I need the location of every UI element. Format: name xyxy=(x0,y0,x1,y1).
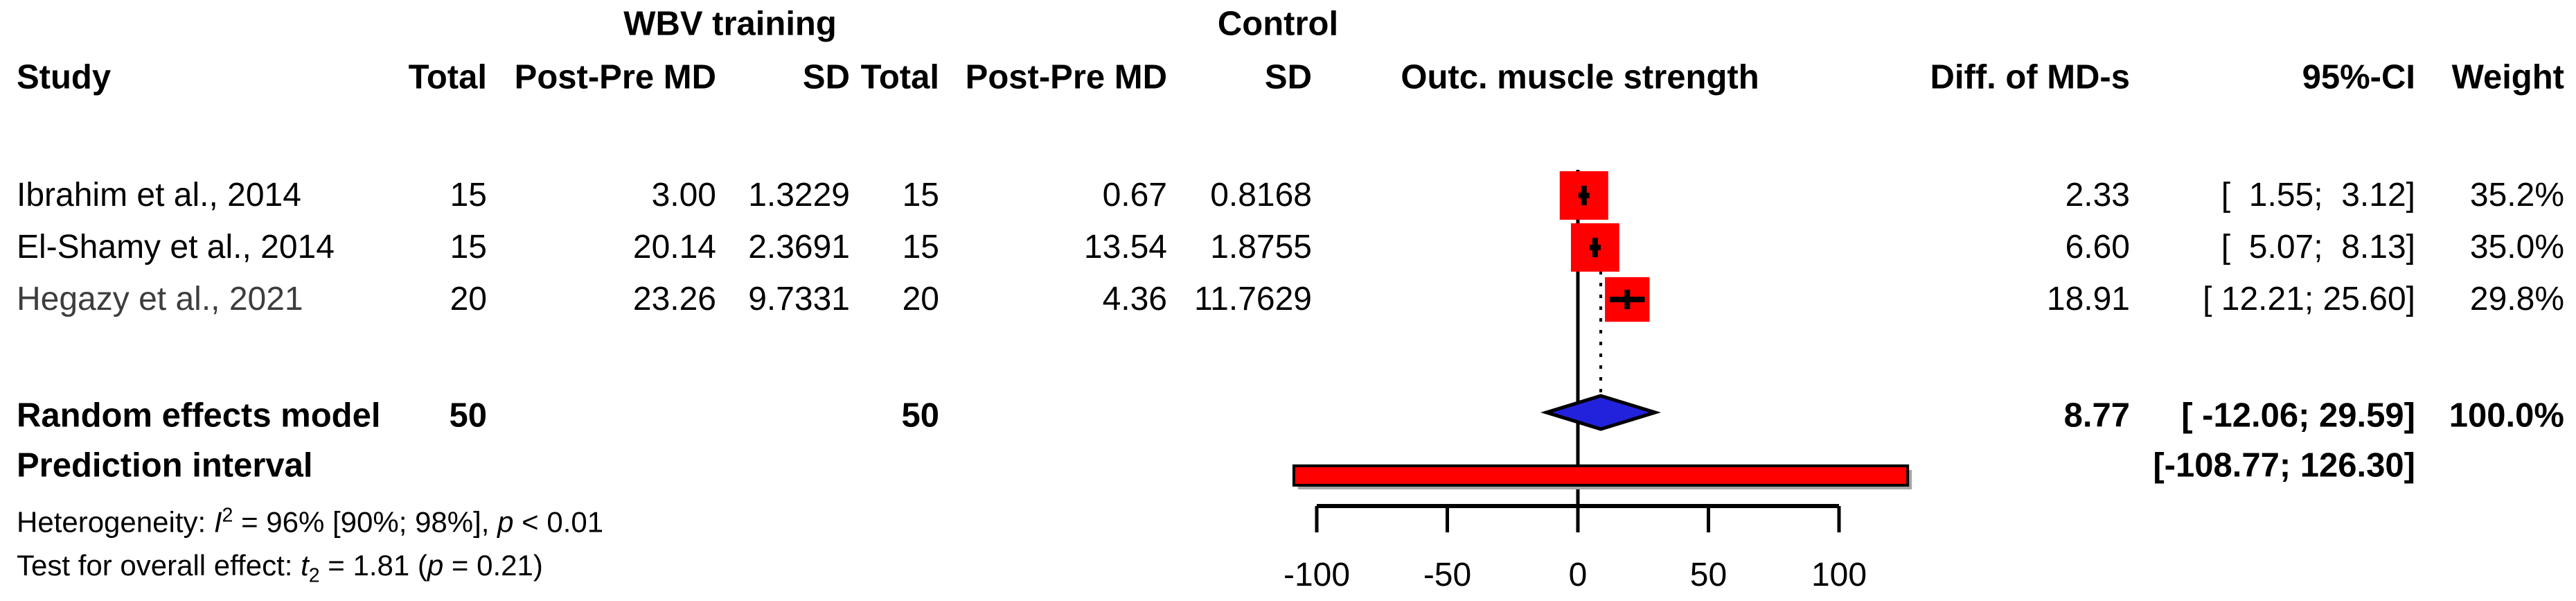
overall-test-mid: = 1.81 ( xyxy=(319,549,427,582)
study-treatment-md: 23.26 xyxy=(632,281,716,317)
study-control-sd: 0.8168 xyxy=(1210,177,1312,214)
col-header-weight: Weight xyxy=(2451,58,2564,96)
study-control-total: 15 xyxy=(902,229,939,265)
study-label: Ibrahim et al., 2014 xyxy=(17,177,301,214)
study-control-total: 20 xyxy=(902,281,939,317)
study-label: Hegazy et al., 2021 xyxy=(17,281,303,317)
x-axis-tick-label: 0 xyxy=(1569,557,1588,593)
study-point-tick xyxy=(1581,186,1587,205)
study-label: El-Shamy et al., 2014 xyxy=(17,229,335,265)
study-treatment-sd: 2.3691 xyxy=(748,229,850,265)
study-point-tick xyxy=(1592,238,1598,257)
heterogeneity-prefix: Heterogeneity: xyxy=(17,505,214,539)
overall-test-p: p xyxy=(427,549,444,582)
col-header-control-sd: SD xyxy=(1264,58,1312,96)
study-control-md: 4.36 xyxy=(1102,281,1167,317)
study-control-md: 13.54 xyxy=(1083,229,1167,265)
x-axis-tick-label: -50 xyxy=(1423,557,1471,593)
x-axis-tick-label: 100 xyxy=(1811,557,1867,593)
summary-control-total: 50 xyxy=(901,397,939,435)
heterogeneity-line: Heterogeneity: I2 = 96% [90%; 98%], p < … xyxy=(17,504,604,539)
x-axis-tick-label: 50 xyxy=(1690,557,1727,593)
study-control-total: 15 xyxy=(902,177,939,214)
study-ci: [ 5.07; 8.13] xyxy=(2221,229,2415,265)
group-header-treatment: WBV training xyxy=(623,5,837,43)
col-header-treatment-sd: SD xyxy=(802,58,850,96)
study-effect: 6.60 xyxy=(2065,229,2130,265)
prediction-label: Prediction interval xyxy=(17,446,313,485)
study-treatment-sd: 9.7331 xyxy=(748,281,850,317)
overall-test-line: Test for overall effect: t2 = 1.81 (p = … xyxy=(17,551,543,586)
col-header-outcome: Outc. muscle strength xyxy=(1401,58,1759,96)
heterogeneity-tail: < 0.01 xyxy=(513,505,604,539)
col-header-treatment-total: Total xyxy=(408,58,487,96)
heterogeneity-mid: = 96% [90%; 98%], xyxy=(233,505,498,539)
study-treatment-total: 15 xyxy=(450,229,487,265)
col-header-control-total: Total xyxy=(860,58,939,96)
col-header-study: Study xyxy=(17,58,112,96)
study-control-sd: 11.7629 xyxy=(1194,281,1312,317)
summary-ci: [ -12.06; 29.59] xyxy=(2181,397,2415,435)
study-weight: 35.2% xyxy=(2469,177,2564,214)
heterogeneity-sup: 2 xyxy=(222,504,233,527)
study-effect: 2.33 xyxy=(2065,177,2130,214)
summary-weight: 100.0% xyxy=(2449,397,2564,435)
overall-test-prefix: Test for overall effect: xyxy=(17,549,301,582)
study-treatment-md: 20.14 xyxy=(632,229,716,265)
summary-label: Random effects model xyxy=(17,397,381,435)
group-header-control: Control xyxy=(1217,5,1339,43)
study-treatment-total: 20 xyxy=(450,281,487,317)
heterogeneity-p: p xyxy=(497,505,514,539)
x-axis-tick-label: -100 xyxy=(1283,557,1350,593)
summary-diamond xyxy=(1540,394,1662,431)
summary-effect: 8.77 xyxy=(2063,397,2130,435)
summary-treatment-total: 50 xyxy=(449,397,487,435)
study-treatment-md: 3.00 xyxy=(651,177,716,214)
study-weight: 29.8% xyxy=(2469,281,2564,317)
study-weight: 35.0% xyxy=(2469,229,2564,265)
study-ci: [ 12.21; 25.60] xyxy=(2203,281,2415,317)
study-ci: [ 1.55; 3.12] xyxy=(2221,177,2415,214)
col-header-diff: Diff. of MD-s xyxy=(1930,58,2131,96)
study-treatment-sd: 1.3229 xyxy=(748,177,850,214)
study-control-sd: 1.8755 xyxy=(1210,229,1312,265)
overall-test-stat: t xyxy=(301,549,309,582)
col-header-control-md: Post-Pre MD xyxy=(965,58,1167,96)
prediction-bar xyxy=(1292,464,1910,487)
heterogeneity-stat: I xyxy=(213,505,222,539)
study-control-md: 0.67 xyxy=(1102,177,1167,214)
col-header-treatment-md: Post-Pre MD xyxy=(514,58,716,96)
overall-test-tail: = 0.21) xyxy=(443,549,543,582)
overall-test-sub: 2 xyxy=(308,564,320,587)
study-treatment-total: 15 xyxy=(450,177,487,214)
prediction-ci: [-108.77; 126.30] xyxy=(2153,446,2415,485)
col-header-ci: 95%-CI xyxy=(2302,58,2415,96)
study-effect: 18.91 xyxy=(2046,281,2130,317)
study-point-tick xyxy=(1624,290,1631,309)
